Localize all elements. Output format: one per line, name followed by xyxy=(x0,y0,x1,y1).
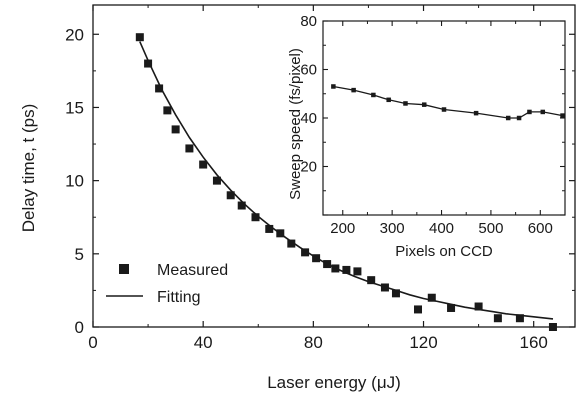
inset-point xyxy=(540,109,546,115)
measured-point xyxy=(226,191,235,200)
main-plot-frame xyxy=(92,4,576,328)
measured-point xyxy=(493,314,502,323)
measured-point xyxy=(474,302,483,311)
main-x-tick-label: 40 xyxy=(194,333,213,352)
inset-point xyxy=(441,107,447,112)
main-x-tick-label: 160 xyxy=(519,333,547,352)
inset-x-tick-label: 200 xyxy=(330,220,355,237)
main-y-tick-label: 0 xyxy=(75,318,84,337)
inset-point xyxy=(527,109,532,115)
measured-point xyxy=(548,323,557,331)
measured-point xyxy=(163,106,172,115)
measured-point xyxy=(276,229,285,238)
measured-point xyxy=(447,303,456,312)
measured-point xyxy=(353,267,362,276)
main-y-tick-label: 20 xyxy=(65,25,84,44)
main-x-axis-title: Laser energy (μJ) xyxy=(267,373,401,392)
legend-label-measured: Measured xyxy=(157,262,228,279)
inset-point xyxy=(516,115,522,121)
inset-point xyxy=(473,110,479,116)
legend: Measured Fitting xyxy=(106,262,228,306)
inset-sweep-speed-points xyxy=(331,84,565,121)
main-x-tick-label: 80 xyxy=(304,333,323,352)
inset-point xyxy=(351,87,356,93)
inset-point xyxy=(560,113,565,118)
main-y-axis-title: Delay time, t (ps) xyxy=(19,104,38,232)
measured-point xyxy=(414,305,423,314)
measured-point xyxy=(265,224,274,233)
inset-point xyxy=(386,97,391,103)
inset-y-tick-label: 40 xyxy=(300,110,317,127)
measured-point xyxy=(391,289,400,298)
measured-point xyxy=(427,293,436,302)
measured-point xyxy=(251,213,260,222)
measured-point xyxy=(515,314,524,323)
main-y-tick-label: 10 xyxy=(65,172,84,191)
main-x-tick-label: 120 xyxy=(409,333,437,352)
main-y-tick-label: 5 xyxy=(75,245,84,264)
inset-point xyxy=(421,102,427,107)
inset-x-tick-label: 500 xyxy=(478,220,503,237)
measured-point xyxy=(237,201,246,210)
measured-point xyxy=(135,33,144,42)
main-axis-ticks xyxy=(92,5,575,328)
measured-point xyxy=(301,248,310,257)
measured-point xyxy=(155,84,164,93)
main-tick-labels: 0 40 80 120 160 0 5 10 15 20 xyxy=(65,25,548,352)
measured-point xyxy=(144,59,153,68)
main-x-tick-label: 0 xyxy=(88,333,97,352)
inset-y-tick-label: 60 xyxy=(300,62,317,79)
measured-point xyxy=(171,125,180,134)
inset-y-tick-label: 20 xyxy=(300,159,317,176)
inset-point xyxy=(331,84,336,89)
measured-point xyxy=(367,276,376,285)
inset-x-tick-label: 300 xyxy=(380,220,405,237)
inset-y-axis-title: Sweep speed (fs/pixel) xyxy=(287,48,304,200)
measured-point xyxy=(185,144,194,153)
measured-point xyxy=(312,254,321,263)
inset-plot-frame xyxy=(322,20,566,216)
measured-point xyxy=(331,264,340,273)
inset-point xyxy=(505,115,511,121)
inset-x-tick-label: 400 xyxy=(429,220,454,237)
measured-point xyxy=(212,176,221,185)
measured-point xyxy=(287,239,296,248)
measured-point xyxy=(323,260,332,269)
main-measured-points xyxy=(135,33,557,331)
inset-tick-labels: 200 300 400 500 600 20 40 60 80 xyxy=(300,13,553,237)
legend-marker-measured xyxy=(119,264,129,274)
inset-point xyxy=(371,92,376,98)
inset-y-tick-label: 80 xyxy=(300,13,317,30)
inset-x-tick-label: 600 xyxy=(528,220,553,237)
inset-axis-ticks xyxy=(323,20,565,216)
legend-label-fitting: Fitting xyxy=(157,289,201,306)
inset-x-axis-title: Pixels on CCD xyxy=(395,243,493,260)
inset-point xyxy=(403,101,408,106)
measured-point xyxy=(199,160,208,169)
main-y-tick-label: 15 xyxy=(65,98,84,117)
measured-point xyxy=(380,283,389,292)
measured-point xyxy=(342,265,351,274)
